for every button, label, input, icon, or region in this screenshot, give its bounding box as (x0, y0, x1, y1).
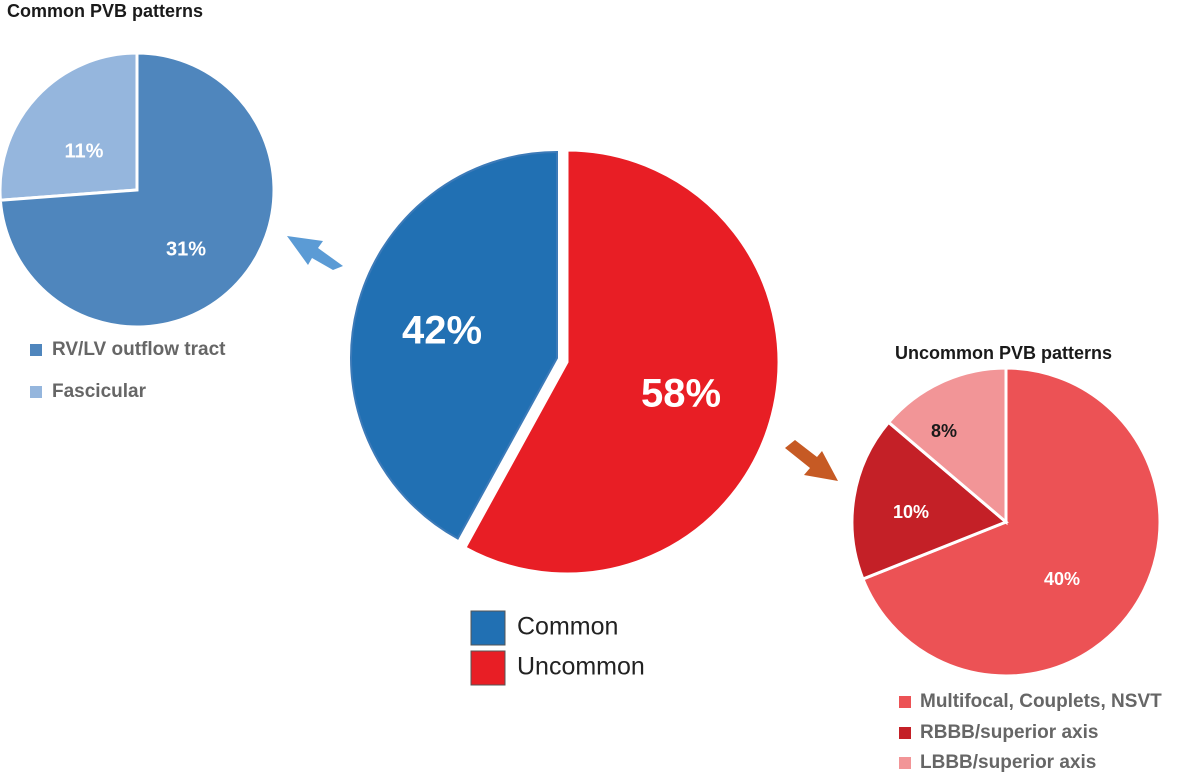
main-legend: Common Uncommon (470, 610, 645, 686)
arrow-to-uncommon-icon (785, 440, 838, 481)
slice-fascicular (0, 51, 139, 202)
common-legend: RV/LV outflow tract Fascicular (30, 339, 226, 402)
legend-swatch-uncommon (470, 650, 506, 686)
slice-label-fascicular: 11% (65, 140, 104, 162)
arrows-layer (287, 236, 838, 481)
legend-swatch-rv-lv-outflow-tract (30, 344, 42, 356)
slice-common (350, 150, 558, 540)
legend-label-rbbb-superior-axis: RBBB/superior axis (920, 722, 1098, 743)
legend-swatch-common (470, 610, 506, 646)
main-pie-chart: 42% 58% (350, 148, 781, 576)
arrow-to-common-icon (287, 236, 343, 270)
legend-label-fascicular: Fascicular (52, 381, 147, 402)
legend-label-uncommon: Uncommon (517, 653, 645, 681)
legend-label-lbbb-superior-axis: LBBB/superior axis (920, 752, 1096, 773)
legend-label-rv-lv-outflow-tract: RV/LV outflow tract (52, 339, 226, 360)
common-patterns-title: Common PVB patterns (7, 1, 203, 21)
slice-label-lbbb-superior-axis: 8% (931, 421, 957, 441)
slice-rv-lv-outflow-tract (0, 51, 276, 329)
common-patterns-pie-chart: Common PVB patterns 31% 11% (0, 1, 276, 329)
slice-rbbb-superior-axis (850, 420, 1009, 581)
slice-multifocal-couplets-nsvt (860, 366, 1162, 678)
legend-swatch-fascicular (30, 386, 42, 398)
uncommon-patterns-title: Uncommon PVB patterns (895, 343, 1112, 363)
slice-label-uncommon: 58% (641, 372, 721, 416)
legend-swatch-lbbb-superior-axis (899, 757, 911, 769)
slice-label-rbbb-superior-axis: 10% (893, 502, 929, 522)
uncommon-patterns-pie-chart: Uncommon PVB patterns 40% 10% 8% (850, 343, 1162, 678)
slice-label-rv-lv-outflow-tract: 31% (166, 238, 206, 260)
slice-uncommon (462, 148, 781, 576)
slice-label-common: 42% (402, 309, 482, 353)
uncommon-legend: Multifocal, Couplets, NSVT RBBB/superior … (899, 691, 1162, 773)
slice-lbbb-superior-axis (886, 366, 1008, 526)
legend-label-common: Common (517, 613, 618, 641)
legend-label-multifocal-couplets-nsvt: Multifocal, Couplets, NSVT (920, 691, 1162, 712)
legend-swatch-multifocal-couplets-nsvt (899, 696, 911, 708)
legend-swatch-rbbb-superior-axis (899, 727, 911, 739)
slice-label-multifocal-couplets-nsvt: 40% (1044, 569, 1080, 589)
